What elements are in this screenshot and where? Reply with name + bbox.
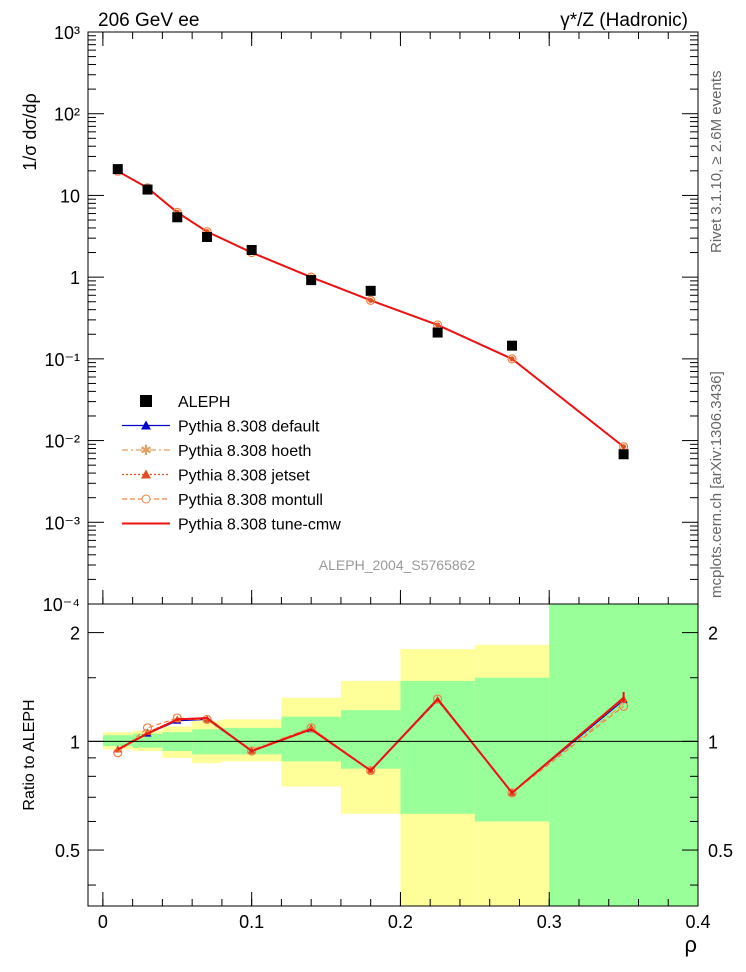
side-label-upper: Rivet 3.1.10, ≥ 2.6M events [708, 70, 725, 254]
top-mc-point [366, 295, 376, 305]
side-label-lower: mcplots.cern.ch [arXiv:1306.3436] [708, 371, 725, 598]
y-tick-label-top: 10⁻³ [44, 513, 80, 533]
green-band-bin-3 [192, 729, 222, 755]
ratio-marker [247, 746, 257, 756]
y-tick-label-top: 10⁻¹ [44, 350, 80, 370]
y-tick-label-top: 10⁻⁴ [43, 595, 80, 615]
aleph-point [507, 340, 518, 351]
aleph-point [432, 327, 443, 338]
header-right: γ*/Z (Hadronic) [560, 10, 688, 31]
header-left: 206 GeV ee [98, 10, 199, 31]
x-tick-label: 0.1 [239, 912, 264, 932]
top-mc-line [117, 170, 625, 448]
ratio-series [113, 691, 629, 798]
legend-label: ALEPH [178, 394, 230, 411]
legend-label: Pythia 8.308 default [178, 419, 320, 436]
aleph-point [142, 184, 153, 195]
x-tick-label: 0.3 [537, 912, 562, 932]
ratio-marker [142, 723, 153, 733]
x-axis-label: ρ [684, 932, 697, 957]
green-band-bin-6 [340, 710, 401, 769]
y-tick-label-top: 1 [70, 268, 80, 288]
y-tick-label-top: 10 [60, 186, 80, 206]
aleph-point [172, 212, 183, 223]
y-tick-label-top: 10² [54, 105, 80, 125]
ratio-tick-label-left: 2 [70, 624, 80, 644]
top-mc-marker [368, 297, 374, 303]
green-band-bin-8 [474, 677, 550, 822]
green-band-bin-0 [102, 735, 133, 747]
top-mc-marker [435, 322, 441, 328]
aleph-point [365, 285, 376, 296]
y-axis-label-top: 1/σ dσ/dρ [20, 93, 40, 171]
x-tick-label: 0 [98, 912, 108, 932]
ratio-tick-label-right: 2 [708, 624, 718, 644]
legend-label: Pythia 8.308 hoeth [178, 443, 311, 460]
y-tick-label-top: 10³ [54, 23, 80, 43]
ratio-tick-label-left: 1 [70, 732, 80, 752]
ratio-marker [202, 714, 212, 725]
ratio-marker [433, 694, 443, 704]
legend-marker [141, 469, 151, 479]
legend-marker-aleph [140, 395, 152, 407]
analysis-watermark: ALEPH_2004_S5765862 [319, 557, 476, 573]
y-axis-label-bottom: Ratio to ALEPH [21, 699, 38, 810]
top-aleph-points [112, 164, 629, 460]
aleph-point [246, 244, 257, 255]
ratio-marker [366, 765, 376, 776]
ratio-tick-label-right: 1 [708, 732, 718, 752]
green-band-bin-9 [549, 604, 698, 906]
ratio-tick-label-right: 0.5 [708, 841, 733, 861]
top-mc-marker [509, 356, 515, 362]
ratio-line-4 [117, 697, 625, 795]
aleph-point [306, 275, 317, 286]
x-tick-label: 0.2 [388, 912, 413, 932]
ratio-tick-label-left: 0.5 [55, 841, 80, 861]
aleph-point [202, 231, 213, 242]
legend-marker [141, 494, 151, 504]
y-tick-label-top: 10⁻² [44, 432, 80, 452]
legend-marker: ✱ [140, 442, 152, 458]
bottom-panel-frame [87, 603, 699, 907]
uncertainty-bands [102, 604, 698, 906]
axis-ticks: 0 0.1 0.2 0.3 0.4 10⁻⁴ 10⁻³ 10⁻² 10⁻¹ 1 10 10² 10³ 0.… [43, 23, 733, 932]
x-tick-label: 0.4 [685, 912, 710, 932]
legend-label: Pythia 8.308 montull [178, 492, 323, 509]
top-mc-point [507, 354, 517, 364]
legend-label: Pythia 8.308 tune-cmw [178, 517, 341, 534]
ratio-marker [306, 723, 316, 733]
legend-label: Pythia 8.308 jetset [178, 468, 310, 485]
top-mc-marker [621, 444, 627, 450]
aleph-point [618, 449, 629, 460]
legend: ALEPH Pythia 8.308 default ✱ Pythia 8.308 h… [122, 394, 341, 534]
ratio-marker [172, 713, 182, 723]
ratio-marker [507, 788, 517, 798]
legend-marker [141, 420, 151, 430]
aleph-point [112, 164, 123, 175]
